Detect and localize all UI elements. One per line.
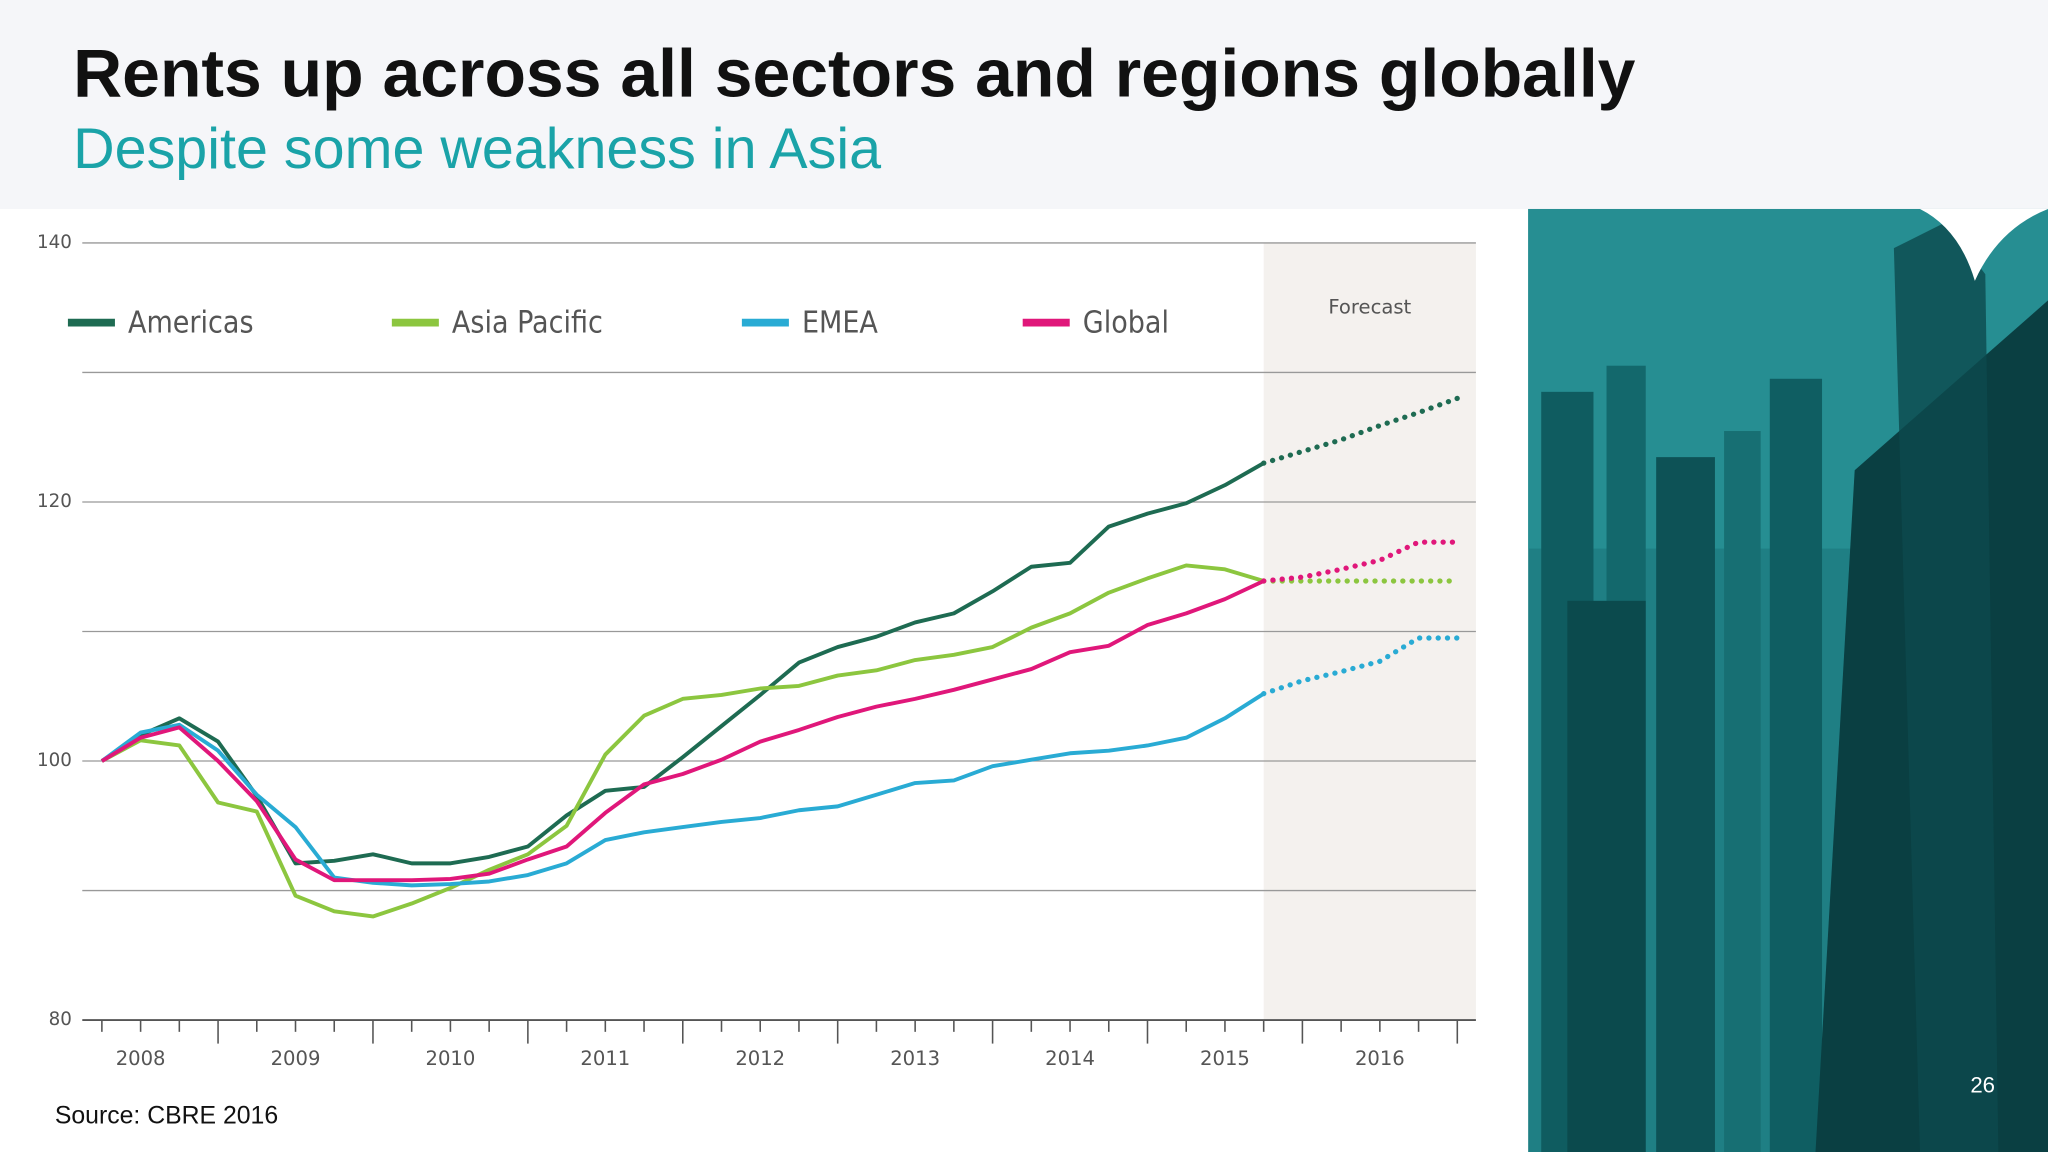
legend-label: EMEA bbox=[802, 305, 878, 340]
y-tick-label: 100 bbox=[37, 750, 72, 771]
x-tick-label: 2012 bbox=[735, 1047, 785, 1070]
forecast-line bbox=[1261, 635, 1460, 697]
slide-subtitle: Despite some weakness in Asia bbox=[73, 117, 881, 181]
forecast-line bbox=[1261, 539, 1460, 584]
city-photo bbox=[1528, 208, 2048, 1153]
y-tick-label: 80 bbox=[49, 1009, 72, 1030]
series-line bbox=[100, 579, 1265, 883]
slide-title: Rents up across all sectors and regions … bbox=[73, 36, 1636, 111]
forecast-label: Forecast bbox=[1328, 296, 1411, 319]
series-line bbox=[100, 563, 1265, 919]
x-tick-label: 2009 bbox=[271, 1047, 321, 1070]
series-line bbox=[100, 461, 1265, 866]
x-tick-label: 2016 bbox=[1355, 1047, 1405, 1070]
header-band bbox=[0, 0, 2048, 209]
y-tick-label: 140 bbox=[37, 232, 72, 253]
x-tick-label: 2015 bbox=[1200, 1047, 1250, 1070]
x-tick-label: 2010 bbox=[426, 1047, 476, 1070]
y-tick-label: 120 bbox=[37, 491, 72, 512]
legend-label: Global bbox=[1083, 305, 1169, 340]
x-tick-label: 2013 bbox=[890, 1047, 940, 1070]
page-number: 26 bbox=[1970, 1073, 1995, 1098]
x-tick-label: 2014 bbox=[1045, 1047, 1095, 1070]
source-note: Source: CBRE 2016 bbox=[55, 1102, 278, 1129]
series-line bbox=[100, 692, 1265, 888]
legend-label: Americas bbox=[128, 305, 254, 340]
legend-label: Asia Pacific bbox=[452, 305, 603, 340]
forecast-line bbox=[1261, 395, 1460, 466]
x-tick-label: 2011 bbox=[580, 1047, 630, 1070]
plot: Forecast 80 100 120 140 2008 2009 2010 2011 2012 2… bbox=[37, 232, 1476, 1070]
x-tick-label: 2008 bbox=[116, 1047, 166, 1070]
